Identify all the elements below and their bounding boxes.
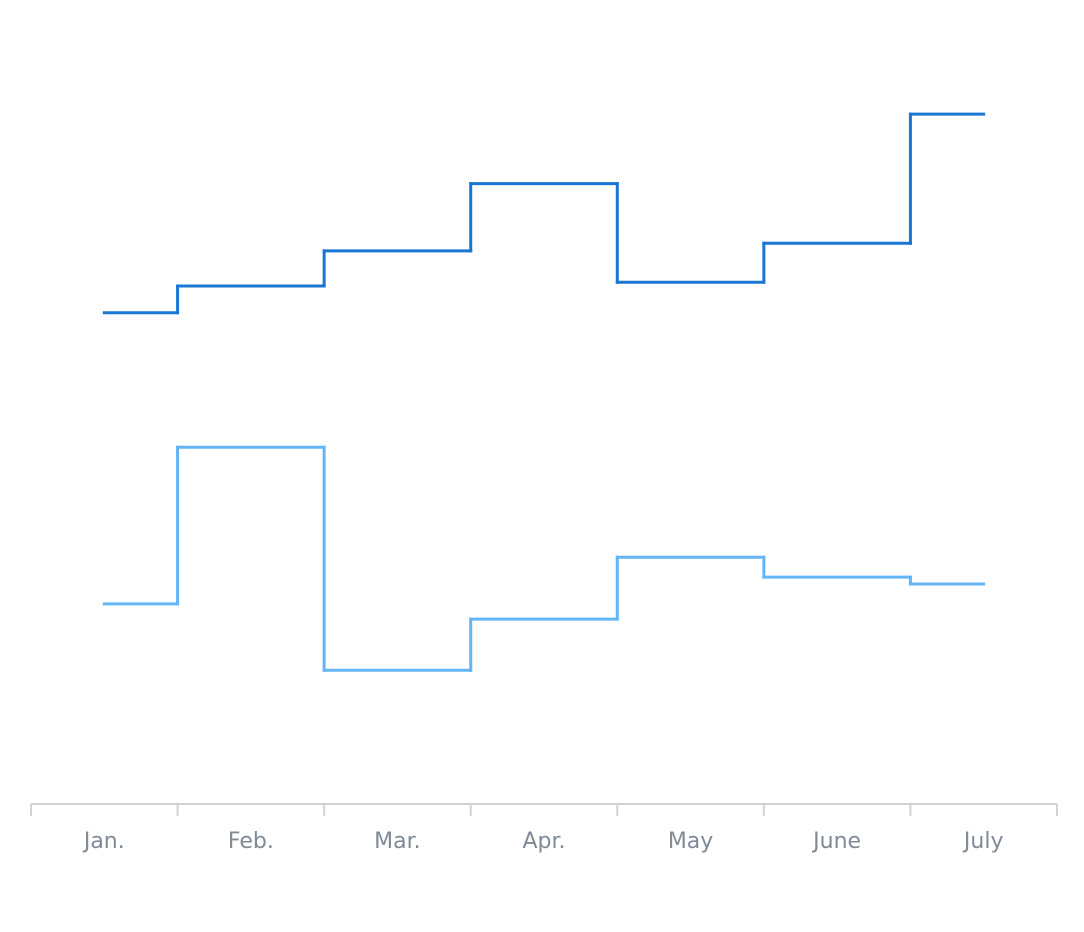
x-tick-label: Feb. bbox=[228, 829, 274, 854]
x-tick-label: June bbox=[811, 829, 861, 854]
x-tick-label: May bbox=[668, 829, 713, 854]
x-tick-label: Mar. bbox=[374, 829, 420, 854]
x-tick-label: Jan. bbox=[82, 829, 125, 854]
x-tick-label: Apr. bbox=[522, 829, 565, 854]
x-tick-label: July bbox=[962, 829, 1004, 854]
